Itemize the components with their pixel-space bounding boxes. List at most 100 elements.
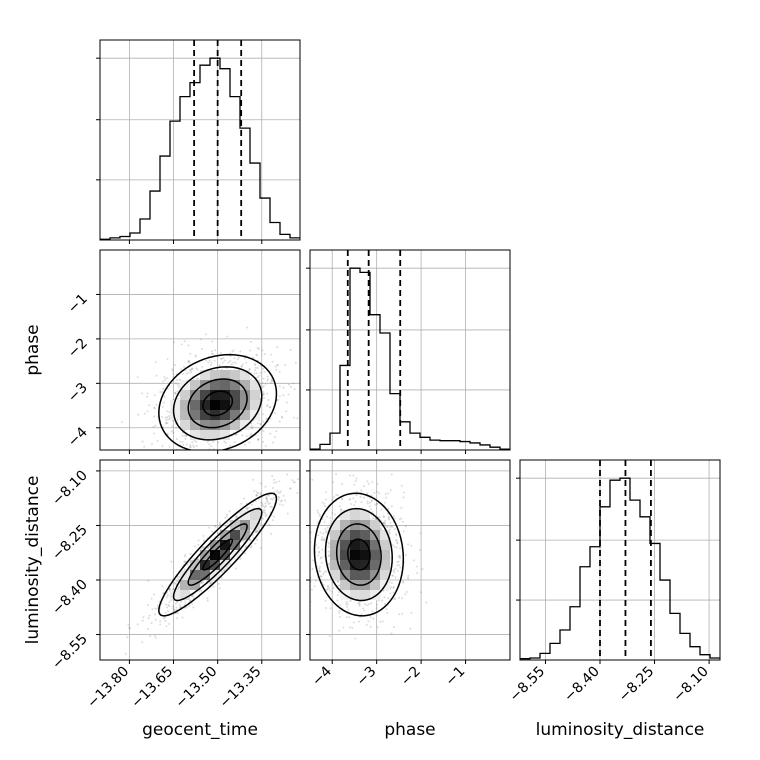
scatter-point (162, 380, 165, 383)
scatter-point (254, 531, 257, 534)
scatter-point (241, 539, 244, 542)
scatter-point (241, 365, 244, 368)
scatter-point (168, 622, 170, 625)
scatter-point (234, 567, 237, 570)
scatter-point (342, 626, 345, 629)
scatter-point (239, 350, 242, 353)
scatter-point (150, 622, 153, 624)
scatter-point (323, 571, 326, 573)
scatter-point (398, 596, 400, 599)
scatter-point (147, 579, 150, 582)
histogram-step-line (520, 477, 720, 660)
scatter-point (311, 568, 314, 570)
scatter-point (267, 502, 270, 505)
scatter-point (174, 602, 177, 605)
scatter-point (137, 413, 140, 416)
scatter-point (170, 560, 173, 563)
density-cell (370, 580, 380, 590)
scatter-point (153, 634, 156, 637)
scatter-point (383, 522, 386, 525)
scatter-point (124, 652, 127, 655)
scatter-point (210, 582, 213, 585)
scatter-point (165, 421, 168, 424)
scatter-point (384, 519, 387, 522)
density-cell (240, 520, 250, 530)
scatter-point (172, 607, 175, 610)
density-cell (200, 430, 210, 440)
scatter-point (383, 596, 386, 599)
scatter-point (317, 546, 320, 549)
scatter-point (210, 445, 213, 448)
scatter-point (278, 480, 281, 483)
scatter-point (387, 492, 390, 495)
scatter-point (155, 374, 158, 377)
density-cell (220, 540, 230, 550)
scatter-point (245, 435, 248, 438)
scatter-point (266, 497, 268, 500)
scatter-point (265, 497, 268, 500)
scatter-point (187, 371, 190, 374)
density-cell (220, 370, 230, 380)
scatter-point (271, 360, 274, 363)
scatter-point (388, 517, 390, 520)
scatter-point (387, 507, 390, 510)
scatter-point (393, 598, 396, 601)
scatter-point (390, 632, 393, 635)
scatter-point (396, 561, 399, 564)
scatter-point (376, 490, 379, 493)
scatter-point (284, 499, 287, 502)
scatter-point (394, 539, 397, 542)
scatter-point (153, 432, 156, 435)
scatter-point (255, 372, 258, 375)
scatter-point (162, 387, 165, 390)
density-cell (240, 530, 250, 540)
scatter-point (275, 368, 278, 371)
scatter-point (262, 393, 265, 396)
scatter-point (210, 363, 212, 366)
scatter-point (224, 524, 227, 527)
scatter-point (403, 491, 406, 494)
density-cell (200, 570, 210, 580)
density-cell (190, 420, 200, 430)
density-cell (200, 400, 210, 410)
scatter-point (234, 514, 237, 517)
scatter-point (206, 599, 209, 602)
scatter-point (248, 441, 251, 444)
scatter-point (153, 394, 156, 397)
density-cell (250, 400, 260, 410)
scatter-point (409, 627, 412, 630)
scatter-point (174, 392, 177, 395)
density-cell (340, 550, 350, 560)
scatter-point (166, 606, 169, 609)
scatter-point (270, 379, 273, 382)
scatter-point (163, 395, 166, 398)
scatter-point (136, 623, 139, 626)
scatter-point (246, 326, 248, 329)
scatter-point (360, 501, 363, 504)
scatter-point (243, 357, 246, 360)
scatter-point (320, 538, 323, 541)
scatter-point (380, 508, 383, 511)
scatter-point (200, 581, 203, 584)
scatter-point (147, 604, 150, 606)
scatter-point (161, 415, 163, 418)
scatter-point (256, 367, 259, 369)
scatter-point (245, 545, 247, 548)
scatter-point (391, 574, 394, 577)
scatter-point (352, 497, 355, 500)
density-cell (350, 550, 360, 560)
scatter-point (212, 585, 215, 588)
scatter-point (249, 340, 252, 343)
scatter-point (265, 495, 268, 498)
scatter-point (278, 503, 281, 506)
scatter-point (128, 626, 131, 629)
contour-level-3 (172, 366, 263, 441)
scatter-point (168, 588, 171, 591)
scatter-point (180, 368, 183, 371)
scatter-point (195, 440, 198, 443)
scatter-point (180, 343, 183, 346)
scatter-point (323, 537, 326, 540)
scatter-point (289, 349, 292, 351)
density-cell (190, 580, 200, 590)
scatter-point (324, 505, 326, 508)
